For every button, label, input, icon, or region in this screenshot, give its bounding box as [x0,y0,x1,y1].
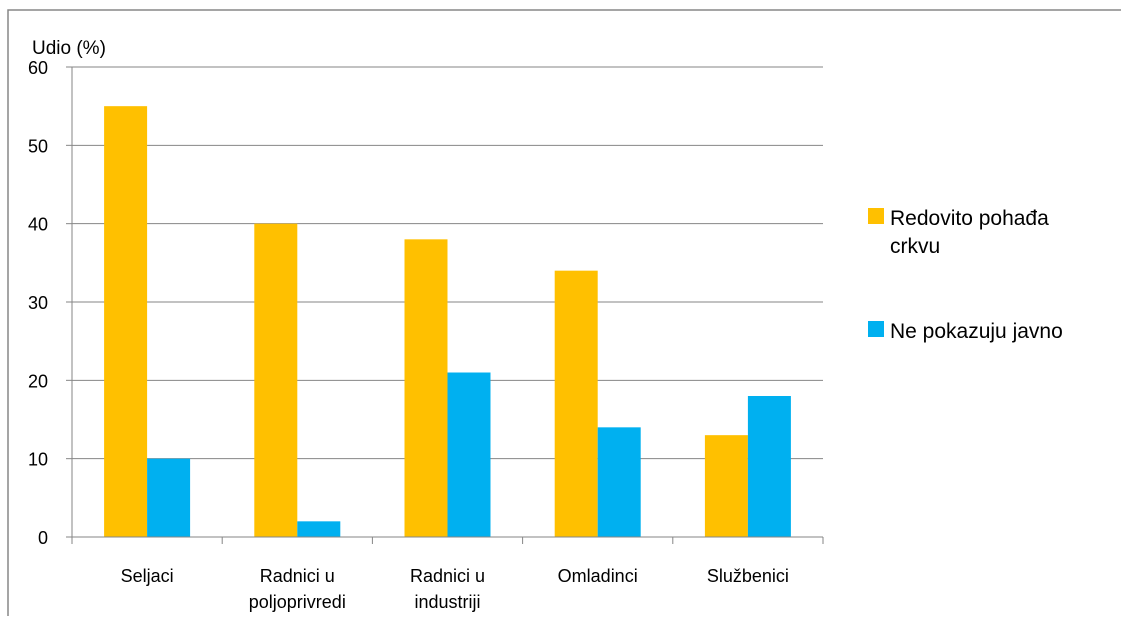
bar-series-2-5 [747,396,791,537]
y-axis-title: Udio (%) [32,38,106,59]
y-tick-label: 40 [28,215,48,235]
x-category-label: Seljaci [121,566,174,586]
y-tick-label: 50 [28,136,48,156]
x-category-label: Radnici u industriji [410,566,485,612]
bar-series-2-3 [447,372,491,537]
legend-label-2: Ne pokazuju javno [890,320,1063,343]
bar-series-1-2 [254,223,298,537]
x-category-label-line: industriji [414,592,480,612]
bar-series-1-5 [704,435,748,537]
x-category-label: Radnici u poljoprivredi [249,566,346,612]
bar-series-2-4 [597,427,641,537]
y-tick-label: 0 [38,528,48,548]
bar-series-1-3 [404,239,448,538]
legend-swatch-1 [868,208,884,224]
y-tick-label: 30 [28,293,48,313]
x-category-label-line: Omladinci [558,566,638,586]
y-tick-label: 20 [28,371,48,391]
bar-series-1-4 [554,270,598,537]
legend-label-line: Ne pokazuju javno [890,320,1063,343]
bar-series-2-2 [297,521,341,537]
x-category-label-line: poljoprivredi [249,592,346,612]
x-category-label-line: Radnici u [410,566,485,586]
legend-label-line: crkvu [890,235,940,258]
x-category-label-line: Seljaci [121,566,174,586]
x-category-label-line: Radnici u [260,566,335,586]
legend-label-1: Redovito pohađa crkvu [890,207,1049,258]
x-category-label-line: Službenici [707,566,789,586]
bar-series-1-1 [104,106,148,538]
y-tick-label: 60 [28,58,48,78]
x-category-label: Omladinci [558,566,638,586]
legend-swatch-2 [868,321,884,337]
bar-series-2-1 [147,458,191,537]
legend-label-line: Redovito pohađa [890,207,1049,230]
x-category-label: Službenici [707,566,789,586]
chart-area-border [7,9,1121,616]
y-tick-label: 10 [28,450,48,470]
